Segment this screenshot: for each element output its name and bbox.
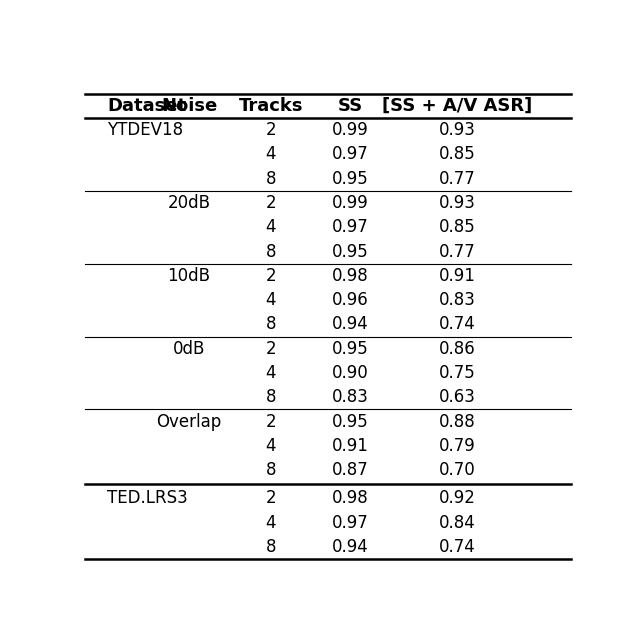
Text: 0.97: 0.97 (332, 218, 369, 236)
Text: 0.86: 0.86 (438, 339, 476, 358)
Text: 8: 8 (266, 315, 276, 334)
Text: 0.97: 0.97 (332, 145, 369, 163)
Text: 0.93: 0.93 (438, 121, 476, 139)
Text: 8: 8 (266, 389, 276, 406)
Text: Tracks: Tracks (239, 97, 303, 115)
Text: 0.98: 0.98 (332, 267, 369, 285)
Text: 0.63: 0.63 (438, 389, 476, 406)
Text: 0.96: 0.96 (332, 291, 369, 309)
Text: 0.88: 0.88 (438, 413, 476, 431)
Text: 0.83: 0.83 (438, 291, 476, 309)
Text: 4: 4 (266, 291, 276, 309)
Text: 0.79: 0.79 (438, 437, 476, 455)
Text: 0.95: 0.95 (332, 413, 369, 431)
Text: 0.97: 0.97 (332, 514, 369, 531)
Text: 2: 2 (266, 413, 276, 431)
Text: 0.70: 0.70 (438, 461, 476, 479)
Text: YTDEV18: YTDEV18 (108, 121, 184, 139)
Text: 0.92: 0.92 (438, 489, 476, 507)
Text: 4: 4 (266, 364, 276, 382)
Text: 0dB: 0dB (173, 339, 205, 358)
Text: 0.87: 0.87 (332, 461, 369, 479)
Text: 0.74: 0.74 (438, 315, 476, 334)
Text: 8: 8 (266, 242, 276, 260)
Text: 0.91: 0.91 (438, 267, 476, 285)
Text: 0.93: 0.93 (438, 194, 476, 212)
Text: 2: 2 (266, 121, 276, 139)
Text: 0.94: 0.94 (332, 538, 369, 556)
Text: 2: 2 (266, 194, 276, 212)
Text: 0.91: 0.91 (332, 437, 369, 455)
Text: 2: 2 (266, 267, 276, 285)
Text: 0.85: 0.85 (438, 218, 476, 236)
Text: 0.74: 0.74 (438, 538, 476, 556)
Text: 0.90: 0.90 (332, 364, 369, 382)
Text: 0.77: 0.77 (438, 242, 476, 260)
Text: 4: 4 (266, 437, 276, 455)
Text: 0.75: 0.75 (438, 364, 476, 382)
Text: 0.99: 0.99 (332, 121, 369, 139)
Text: 8: 8 (266, 170, 276, 188)
Text: 0.83: 0.83 (332, 389, 369, 406)
Text: 2: 2 (266, 489, 276, 507)
Text: 0.85: 0.85 (438, 145, 476, 163)
Text: 4: 4 (266, 514, 276, 531)
Text: Overlap: Overlap (157, 413, 221, 431)
Text: 20dB: 20dB (168, 194, 211, 212)
Text: 0.84: 0.84 (438, 514, 476, 531)
Text: 8: 8 (266, 538, 276, 556)
Text: 0.77: 0.77 (438, 170, 476, 188)
Text: 0.95: 0.95 (332, 170, 369, 188)
Text: TED.LRS3: TED.LRS3 (108, 489, 188, 507)
Text: 0.94: 0.94 (332, 315, 369, 334)
Text: 0.95: 0.95 (332, 339, 369, 358)
Text: 0.95: 0.95 (332, 242, 369, 260)
Text: 4: 4 (266, 218, 276, 236)
Text: 0.98: 0.98 (332, 489, 369, 507)
Text: 4: 4 (266, 145, 276, 163)
Text: Noise: Noise (161, 97, 217, 115)
Text: 8: 8 (266, 461, 276, 479)
Text: 2: 2 (266, 339, 276, 358)
Text: 10dB: 10dB (168, 267, 211, 285)
Text: 0.99: 0.99 (332, 194, 369, 212)
Text: [SS + A/V ASR]: [SS + A/V ASR] (382, 97, 532, 115)
Text: Dataset: Dataset (108, 97, 186, 115)
Text: SS: SS (338, 97, 363, 115)
